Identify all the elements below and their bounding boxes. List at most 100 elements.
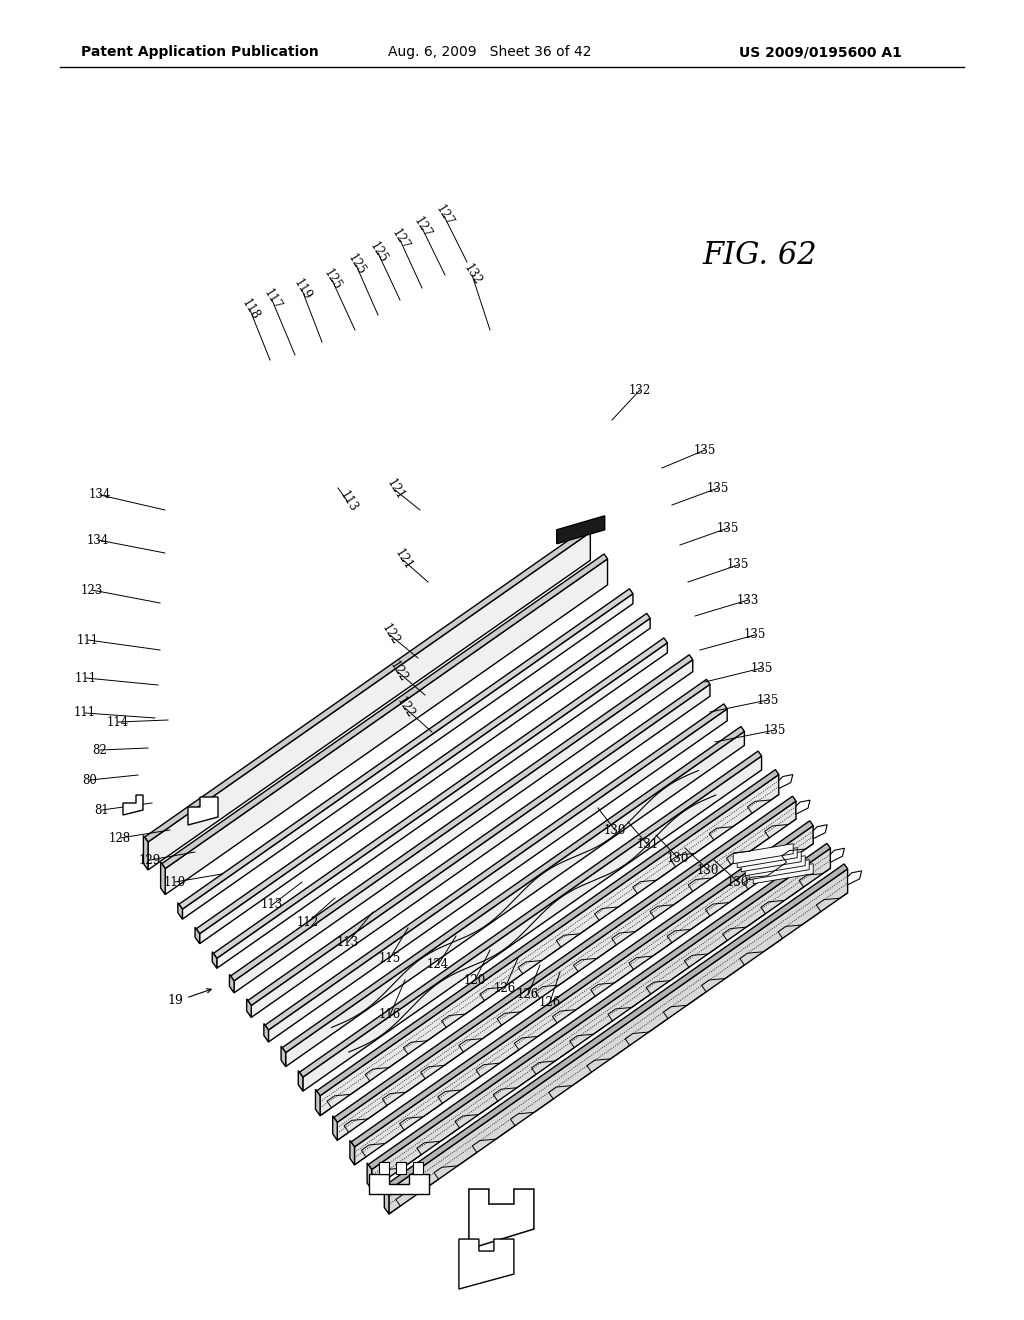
- Polygon shape: [298, 1071, 303, 1092]
- Polygon shape: [234, 660, 693, 993]
- Text: 135: 135: [727, 558, 750, 572]
- Text: Patent Application Publication: Patent Application Publication: [81, 45, 318, 59]
- Polygon shape: [750, 859, 809, 879]
- Text: 128: 128: [109, 832, 131, 845]
- Polygon shape: [251, 684, 710, 1018]
- Text: 134: 134: [87, 533, 110, 546]
- Text: 111: 111: [74, 706, 96, 719]
- Polygon shape: [796, 800, 810, 814]
- Polygon shape: [372, 849, 830, 1189]
- Text: 123: 123: [81, 583, 103, 597]
- Polygon shape: [737, 847, 798, 867]
- Text: 111: 111: [75, 672, 97, 685]
- Text: 135: 135: [751, 661, 773, 675]
- Text: 135: 135: [694, 444, 716, 457]
- Polygon shape: [200, 618, 650, 944]
- Text: 127: 127: [388, 227, 412, 253]
- Text: 135: 135: [707, 482, 729, 495]
- Polygon shape: [379, 1162, 389, 1173]
- Text: FIG. 62: FIG. 62: [702, 239, 817, 271]
- Polygon shape: [179, 589, 633, 909]
- Text: 125: 125: [367, 240, 389, 265]
- Text: 132: 132: [629, 384, 651, 396]
- Polygon shape: [396, 1162, 406, 1173]
- Polygon shape: [217, 643, 668, 969]
- Polygon shape: [268, 709, 727, 1041]
- Text: 80: 80: [83, 774, 97, 787]
- Text: Aug. 6, 2009   Sheet 36 of 42: Aug. 6, 2009 Sheet 36 of 42: [388, 45, 592, 59]
- Polygon shape: [247, 999, 251, 1018]
- Text: 118: 118: [239, 297, 261, 323]
- Polygon shape: [469, 1189, 534, 1249]
- Polygon shape: [229, 974, 234, 993]
- Text: 19: 19: [167, 994, 183, 1006]
- Text: 120: 120: [464, 974, 486, 986]
- Text: 130: 130: [667, 851, 689, 865]
- Polygon shape: [459, 1239, 514, 1290]
- Polygon shape: [779, 775, 793, 788]
- Text: 125: 125: [321, 267, 343, 293]
- Polygon shape: [188, 797, 218, 825]
- Text: 122: 122: [387, 659, 410, 685]
- Text: 135: 135: [743, 628, 766, 642]
- Polygon shape: [315, 1089, 321, 1115]
- Polygon shape: [303, 756, 762, 1092]
- Polygon shape: [144, 528, 591, 842]
- Text: US 2009/0195600 A1: US 2009/0195600 A1: [738, 45, 901, 59]
- Polygon shape: [165, 558, 607, 895]
- Text: 110: 110: [164, 875, 186, 888]
- Polygon shape: [369, 1173, 429, 1195]
- Text: 132: 132: [461, 263, 483, 288]
- Polygon shape: [350, 1140, 354, 1164]
- Text: 111: 111: [77, 634, 99, 647]
- Polygon shape: [248, 680, 710, 1006]
- Text: 126: 126: [494, 982, 516, 994]
- Polygon shape: [754, 863, 813, 883]
- Polygon shape: [212, 952, 217, 969]
- Polygon shape: [265, 704, 727, 1030]
- Polygon shape: [195, 927, 200, 944]
- Text: 135: 135: [764, 723, 786, 737]
- Polygon shape: [334, 796, 796, 1122]
- Polygon shape: [321, 775, 779, 1115]
- Polygon shape: [230, 655, 693, 981]
- Polygon shape: [161, 862, 165, 895]
- Text: 134: 134: [89, 488, 112, 502]
- Polygon shape: [148, 532, 591, 870]
- Text: 82: 82: [92, 743, 108, 756]
- Text: 119: 119: [291, 277, 313, 302]
- Polygon shape: [316, 770, 779, 1096]
- Text: 81: 81: [94, 804, 110, 817]
- Text: 115: 115: [379, 952, 401, 965]
- Polygon shape: [299, 751, 762, 1077]
- Text: 113: 113: [337, 936, 359, 949]
- Text: 130: 130: [727, 875, 750, 888]
- Polygon shape: [413, 1162, 423, 1173]
- Polygon shape: [369, 843, 830, 1170]
- Polygon shape: [283, 726, 744, 1052]
- Polygon shape: [182, 594, 633, 919]
- Text: 131: 131: [637, 838, 659, 851]
- Polygon shape: [733, 843, 794, 863]
- Polygon shape: [333, 1115, 337, 1140]
- Polygon shape: [286, 731, 744, 1067]
- Text: 129: 129: [139, 854, 161, 866]
- Text: 135: 135: [757, 693, 779, 706]
- Polygon shape: [162, 554, 607, 869]
- Polygon shape: [337, 801, 796, 1140]
- Polygon shape: [351, 821, 813, 1147]
- Text: 130: 130: [604, 824, 627, 837]
- Text: 133: 133: [737, 594, 759, 606]
- Text: 127: 127: [432, 203, 456, 228]
- Text: 126: 126: [539, 995, 561, 1008]
- Polygon shape: [123, 795, 143, 814]
- Polygon shape: [848, 871, 861, 884]
- Polygon shape: [741, 851, 801, 871]
- Text: 126: 126: [517, 989, 539, 1002]
- Polygon shape: [264, 1023, 268, 1041]
- Polygon shape: [178, 903, 182, 919]
- Polygon shape: [385, 863, 848, 1191]
- Text: 114: 114: [106, 715, 129, 729]
- Polygon shape: [213, 638, 668, 958]
- Text: 125: 125: [345, 252, 368, 279]
